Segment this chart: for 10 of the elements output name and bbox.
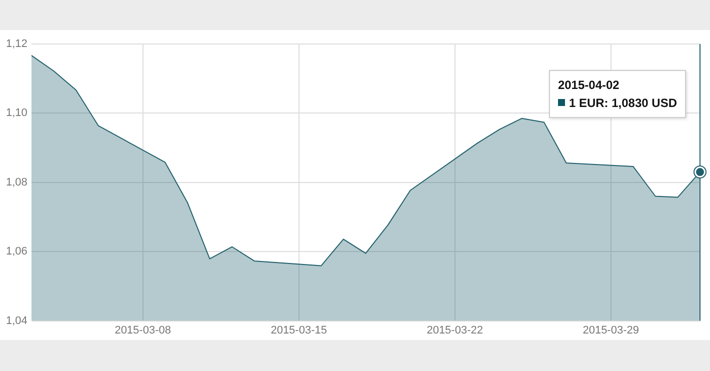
- annotation: 2015-04-02 1 EUR: 1,0830 USD: [558, 77, 677, 112]
- x-tick-label: 2015-03-22: [426, 324, 483, 336]
- y-tick-label: 1,08: [6, 176, 28, 188]
- x-tick-label: 2015-03-08: [114, 324, 171, 336]
- x-tick-label: 2015-03-15: [270, 324, 327, 336]
- y-tick-label: 1,04: [6, 314, 28, 327]
- y-tick-label: 1,12: [6, 38, 28, 50]
- y-tick-label: 1,06: [6, 246, 28, 258]
- y-tick-label: 1,10: [6, 107, 28, 120]
- x-tick-label: 2015-03-29: [582, 324, 639, 336]
